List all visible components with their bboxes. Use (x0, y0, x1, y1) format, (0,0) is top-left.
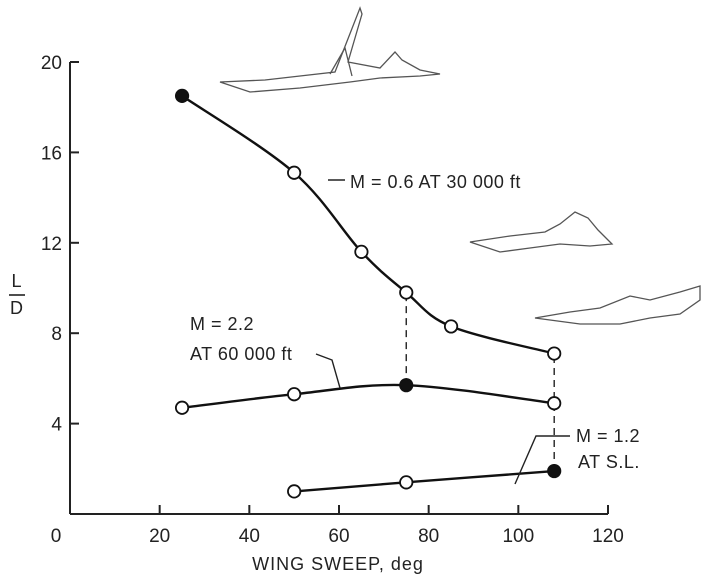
series-points (174, 88, 562, 499)
series-line-2 (294, 469, 555, 493)
y-axis-title-denominator: D (10, 298, 24, 318)
annotation-m22: M = 2.2 AT 60 000 ft (190, 314, 341, 389)
x-tick-label-0: 0 (51, 526, 62, 547)
series-0-point-1 (287, 165, 302, 180)
series-0-point-3 (399, 285, 414, 300)
series-1-point-2 (399, 378, 414, 393)
annotation-m22-line1: M = 2.2 (190, 314, 254, 334)
aircraft-planform-low-sweep-icon (219, 6, 441, 93)
series-2-point-2 (547, 463, 562, 479)
y-axis-title: L D (9, 271, 25, 318)
tick-labels: 0 20 40 60 80 100 120 4 8 12 16 20 (41, 53, 624, 547)
y-tick-label-8: 8 (51, 324, 62, 345)
x-tick-label-120: 120 (592, 526, 624, 547)
leader-m12 (514, 435, 570, 485)
y-tick-label-16: 16 (41, 143, 62, 164)
annotation-m22-line2: AT 60 000 ft (190, 344, 292, 364)
series-1-point-1 (287, 387, 302, 402)
axes (69, 62, 608, 515)
x-tick-label-100: 100 (502, 526, 534, 547)
aircraft-planform-high-sweep-icon (534, 285, 701, 325)
x-axis-title: WING SWEEP, deg (252, 554, 424, 574)
series-0-point-5 (547, 346, 562, 361)
series-curves (181, 94, 555, 493)
y-tick-label-20: 20 (41, 53, 62, 74)
leader-m22 (315, 353, 341, 389)
annotation-m12: M = 1.2 AT S.L. (514, 426, 640, 485)
y-axis-title-numerator: L (11, 271, 22, 291)
y-tick-label-12: 12 (41, 234, 62, 255)
annotation-m12-line2: AT S.L. (578, 452, 640, 472)
y-tick-label-4: 4 (51, 415, 62, 436)
series-2-point-1 (399, 475, 414, 490)
annotation-m06: M = 0.6 AT 30 000 ft (328, 172, 521, 192)
series-1-point-0 (174, 400, 190, 415)
x-tick-label-60: 60 (328, 526, 349, 547)
aircraft-planform-medium-sweep-icon (469, 211, 614, 253)
series-0-point-2 (354, 244, 369, 259)
series-line-1 (181, 383, 555, 409)
dashed-verticals (405, 292, 555, 472)
series-0-point-0 (174, 88, 190, 104)
x-tick-label-40: 40 (239, 526, 260, 547)
x-tick-label-20: 20 (149, 526, 170, 547)
series-1-point-3 (547, 396, 562, 411)
ticks (70, 61, 609, 514)
annotation-m12-line1: M = 1.2 (576, 426, 640, 446)
annotation-m06-text: M = 0.6 AT 30 000 ft (350, 172, 521, 192)
series-0-point-4 (443, 319, 459, 334)
x-tick-label-80: 80 (418, 526, 439, 547)
series-2-point-0 (287, 484, 302, 499)
series-line-0 (181, 94, 555, 355)
